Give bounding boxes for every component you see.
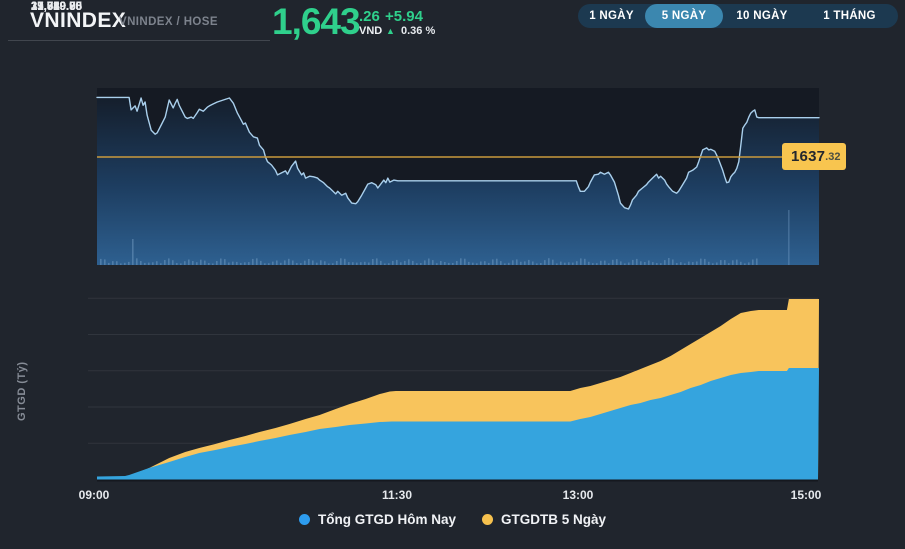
legend-dot-blue-icon (298, 514, 310, 525)
change-percent: 0.36 % (401, 25, 436, 37)
chart-legend: Tổng GTGD Hôm Nay GTGDTB 5 Ngày (0, 512, 905, 527)
y-axis-label: 0.00 (59, 1, 82, 13)
index-title: VNINDEX (30, 9, 127, 32)
price-change: +5.94 (385, 8, 423, 25)
reference-price-decimal: .32 (825, 150, 841, 163)
tab-1-ngay[interactable]: 1 NGÀY (589, 10, 634, 22)
price-value: 1,643 (272, 1, 361, 42)
period-tab-bar: 1 NGÀY 5 NGÀY 10 NGÀY 1 THÁNG (578, 4, 898, 28)
tab-1-thang[interactable]: 1 THÁNG (823, 10, 876, 22)
y-axis-title: GTGD (Tỷ) (16, 361, 28, 421)
index-code-subtitle: VNINDEX / HOSE (119, 16, 218, 28)
legend-item-gtgdtb[interactable]: GTGDTB 5 Ngày (481, 512, 606, 527)
reference-price-label: 1637.32 (782, 143, 846, 170)
y-axis-label: 31,719.80 (30, 1, 82, 13)
currency-label: VND (359, 25, 383, 37)
header-separator (8, 40, 270, 41)
y-axis-label: 15,859.90 (30, 1, 82, 13)
x-axis-tick-label: 09:00 (78, 488, 110, 502)
x-axis-tick-label: 13:00 (562, 488, 594, 502)
legend-item-tong-gtgd[interactable]: Tổng GTGD Hôm Nay (298, 512, 456, 527)
tab-10-ngay[interactable]: 10 NGÀY (736, 10, 788, 22)
price-decimal: .26 (359, 8, 380, 25)
y-axis-label: 7,929.95 (37, 1, 82, 13)
y-axis-label: 39,649.75 (30, 1, 82, 13)
change-up-arrow-icon: ▲ (386, 26, 395, 36)
y-axis-label: 23,789.85 (30, 1, 82, 13)
legend-dot-yellow-icon (481, 514, 493, 525)
x-axis-tick-label: 15:00 (790, 488, 822, 502)
tab-5-ngay[interactable]: 5 NGÀY (645, 4, 723, 28)
reference-price-main: 1637 (791, 148, 826, 165)
x-axis-tick-label: 11:30 (381, 488, 413, 502)
